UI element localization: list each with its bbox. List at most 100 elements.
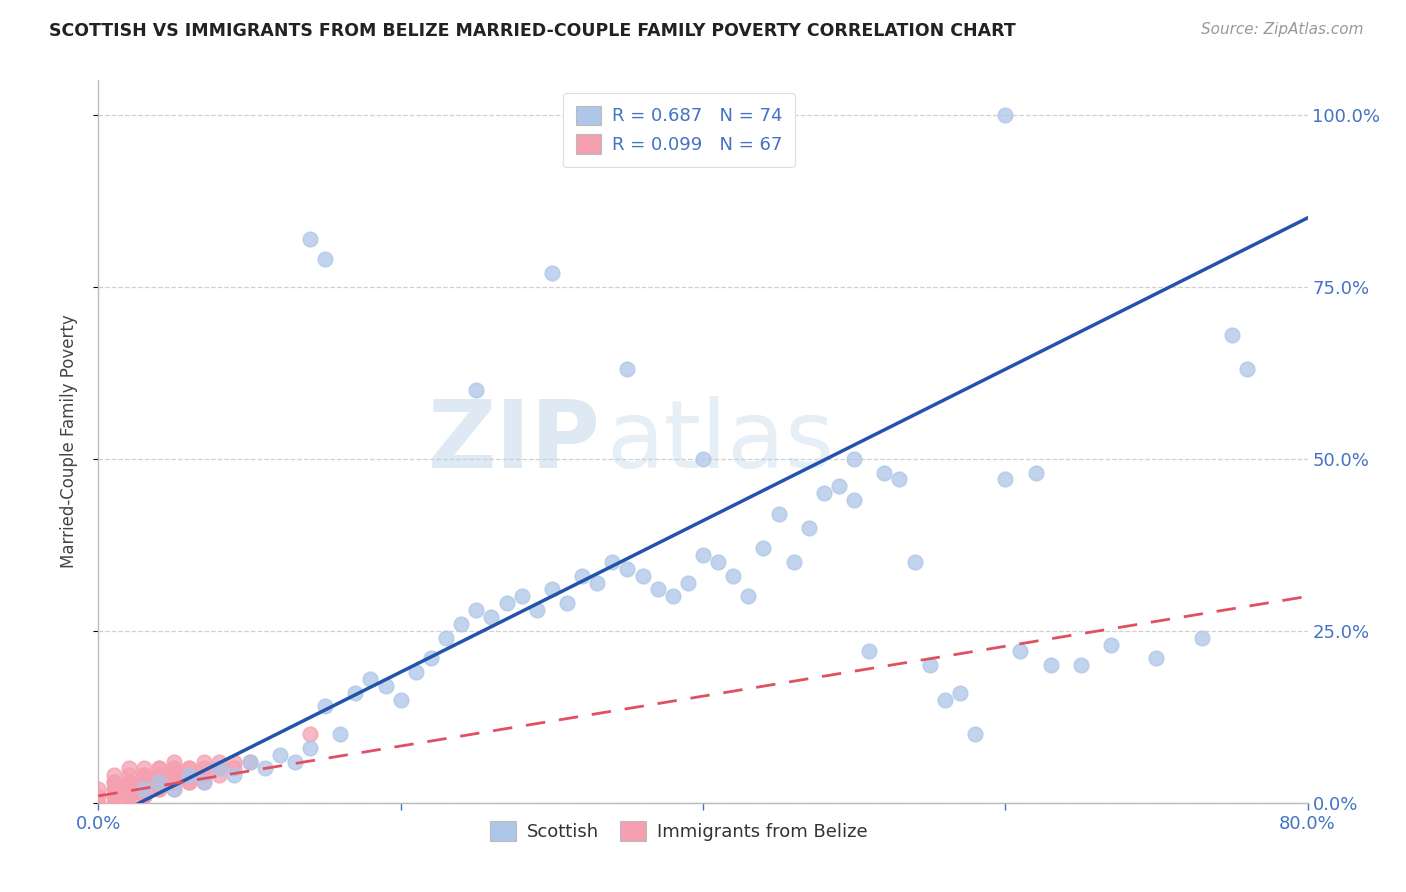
Text: Source: ZipAtlas.com: Source: ZipAtlas.com [1201,22,1364,37]
Point [148,775,170,789]
Point [118,789,141,803]
Point [253,761,276,775]
Point [132,782,155,797]
Point [103,782,125,797]
Point [208,761,231,775]
Point [148,761,170,775]
Text: atlas: atlas [606,395,835,488]
Point [949,686,972,700]
Point [118,768,141,782]
Point [676,575,699,590]
Point [299,740,322,755]
Point [148,782,170,797]
Point [540,266,562,280]
Point [132,782,155,797]
Point [889,472,911,486]
Point [737,590,759,604]
Point [163,761,186,775]
Point [360,672,382,686]
Point [555,596,578,610]
Point [647,582,669,597]
Point [420,651,443,665]
Point [132,775,155,789]
Point [179,775,201,789]
Point [179,761,201,775]
Point [858,644,880,658]
Point [616,562,638,576]
Point [103,782,125,797]
Point [797,520,820,534]
Point [148,775,170,789]
Point [768,507,790,521]
Point [239,755,262,769]
Point [374,679,396,693]
Point [571,568,593,582]
Point [193,768,215,782]
Point [132,768,155,782]
Point [481,610,503,624]
Point [118,789,141,803]
Point [692,451,714,466]
Point [224,755,246,769]
Point [193,775,215,789]
Point [208,755,231,769]
Point [87,796,110,810]
Point [813,486,835,500]
Point [1070,658,1092,673]
Point [118,775,141,789]
Point [148,775,170,789]
Point [132,761,155,775]
Point [132,768,155,782]
Point [465,383,488,397]
Point [631,568,654,582]
Point [299,231,322,245]
Point [965,727,987,741]
Point [163,782,186,797]
Point [844,493,866,508]
Point [103,796,125,810]
Point [103,768,125,782]
Point [132,775,155,789]
Point [904,555,927,569]
Point [434,631,457,645]
Point [132,782,155,797]
Point [1099,638,1122,652]
Point [163,755,186,769]
Point [661,590,683,604]
Legend: Scottish, Immigrants from Belize: Scottish, Immigrants from Belize [484,814,875,848]
Point [132,789,155,803]
Point [163,782,186,797]
Y-axis label: Married-Couple Family Poverty: Married-Couple Family Poverty [59,315,77,568]
Point [586,575,609,590]
Point [132,782,155,797]
Point [510,590,533,604]
Point [752,541,775,556]
Point [707,555,730,569]
Point [389,692,412,706]
Point [602,555,624,569]
Point [465,603,488,617]
Point [132,768,155,782]
Point [314,699,336,714]
Point [269,747,291,762]
Point [148,782,170,797]
Point [163,761,186,775]
Point [329,727,352,741]
Point [179,768,201,782]
Point [299,727,322,741]
Point [783,555,806,569]
Point [193,775,215,789]
Point [1236,362,1258,376]
Point [994,472,1017,486]
Point [163,768,186,782]
Point [224,768,246,782]
Point [405,665,427,679]
Point [148,761,170,775]
Point [87,782,110,797]
Point [208,768,231,782]
Point [994,108,1017,122]
Point [1144,651,1167,665]
Point [118,775,141,789]
Point [495,596,517,610]
Point [103,775,125,789]
